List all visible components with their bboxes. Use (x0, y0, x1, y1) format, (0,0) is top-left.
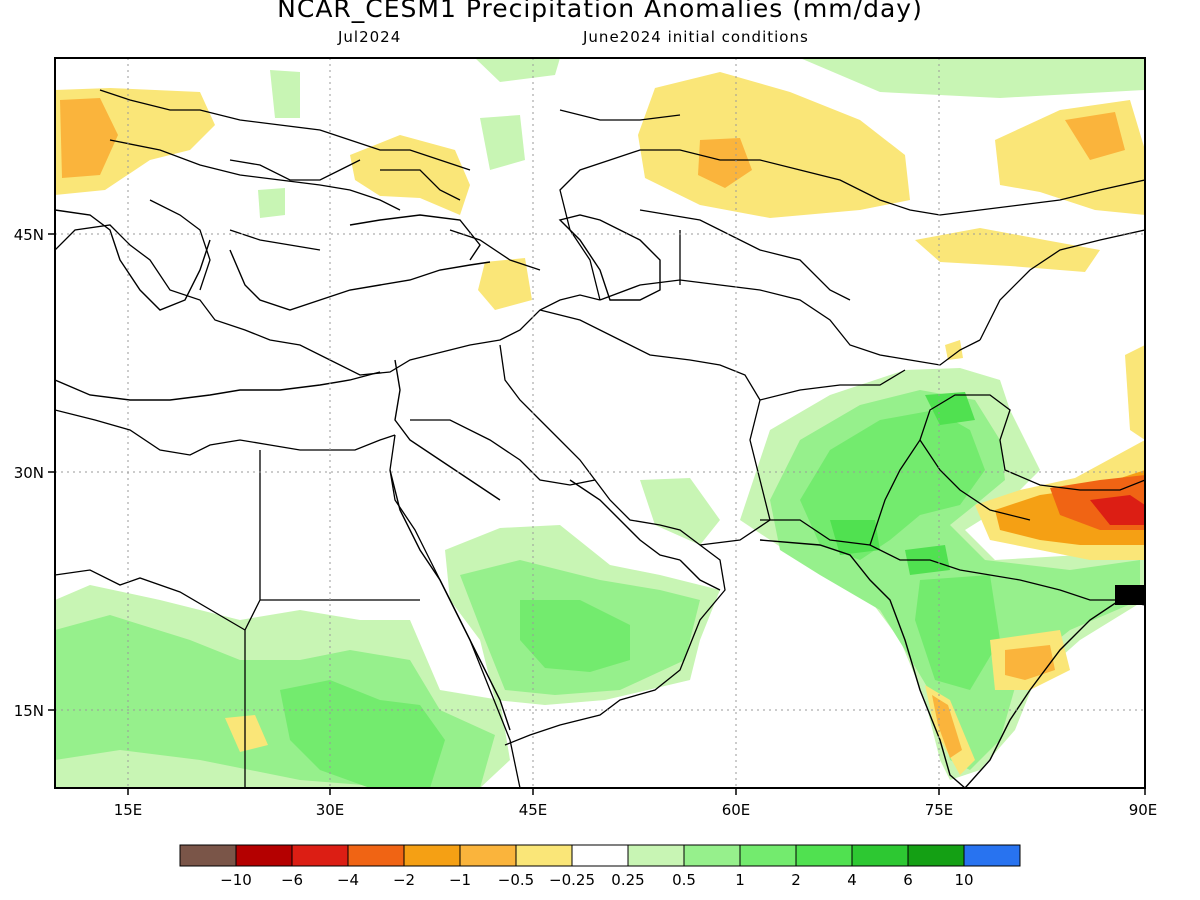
map-frame (54, 57, 1146, 789)
anomaly-wet-gujarat (830, 520, 880, 555)
color-bar-label: −1 (449, 871, 471, 889)
anomaly-wet-hungary (270, 70, 300, 118)
anomaly-dry-north-china (915, 228, 1100, 272)
color-bar-swatch (571, 844, 629, 867)
lon-label-15e: 15E (114, 801, 143, 819)
anomaly-wet-oman (640, 478, 720, 545)
anomaly-dry-caucasus (478, 258, 532, 310)
anomaly-wet-arabia-core (520, 600, 630, 672)
lat-label-45n: 45N (14, 226, 44, 244)
lon-label-30e: 30E (316, 801, 345, 819)
color-bar-label: 1 (735, 871, 745, 889)
anomaly-dry-europe-core (60, 98, 118, 178)
anomaly-dry-burma (1125, 345, 1145, 440)
valid-month: Jul2024 (338, 28, 402, 46)
color-bar-label: 4 (847, 871, 857, 889)
tick-marks (48, 233, 1146, 795)
color-bar-label: −4 (337, 871, 359, 889)
lon-label-75e: 75E (925, 801, 954, 819)
color-bar-label: 6 (903, 871, 913, 889)
anomaly-dry-kazakhstan-core (698, 138, 752, 188)
color-bar-swatch (851, 844, 909, 867)
color-bar-label: 2 (791, 871, 801, 889)
color-bar-swatch (907, 844, 965, 867)
color-bar-label: −6 (281, 871, 303, 889)
color-bar-label: −0.5 (498, 871, 534, 889)
color-bar-swatch (739, 844, 797, 867)
color-bar (179, 844, 1021, 867)
lon-label-45e: 45E (519, 801, 548, 819)
color-bar-labels: −10 −6 −4 −2 −1 −0.5 −0.25 0.25 0.5 1 2 4 6 10 (220, 871, 973, 889)
init-conditions-label: June2024 initial conditions (583, 28, 809, 46)
color-bar-label: 10 (954, 871, 973, 889)
color-bar-swatch (235, 844, 293, 867)
color-bar-swatch (459, 844, 517, 867)
anomaly-wet-sahel-core (280, 680, 445, 788)
anomaly-wet-caspian-north (480, 115, 525, 170)
coastlines (55, 209, 1145, 788)
lat-label-15n: 15N (14, 702, 44, 720)
color-bar-swatch (403, 844, 461, 867)
anomaly-wet-kashmir (925, 392, 975, 425)
anomaly-wet-central-india (915, 575, 1000, 690)
lon-label-90e: 90E (1129, 801, 1158, 819)
graticule (55, 58, 1145, 788)
color-bar-swatch (347, 844, 405, 867)
color-bar-swatch (627, 844, 685, 867)
color-bar-swatch (963, 844, 1021, 867)
color-bar-label: −10 (220, 871, 252, 889)
color-bar-label: −2 (393, 871, 415, 889)
anomaly-dry-ukraine (350, 135, 470, 215)
anomaly-wet-siberia (800, 58, 1145, 98)
anomaly-wet-balkans (258, 188, 285, 218)
color-bar-swatch (291, 844, 349, 867)
anomaly-dry-nepal-peak (1090, 495, 1145, 525)
anomaly-dry-himalaya-west (945, 340, 963, 360)
color-bar-label: 0.25 (611, 871, 644, 889)
color-bar-swatch (179, 844, 237, 867)
anomaly-dry-west-ghats-core (932, 695, 962, 758)
color-bar-label: 0.5 (672, 871, 696, 889)
latitude-labels: 45N 30N 15N (14, 226, 44, 720)
color-bar-swatch (795, 844, 853, 867)
anomaly-dry-mongolia-core (1065, 112, 1125, 160)
anomaly-wet-russia (475, 58, 560, 82)
lat-label-30n: 30N (14, 464, 44, 482)
map-title: NCAR_CESM1 Precipitation Anomalies (mm/d… (277, 0, 923, 23)
sundarbans-mark (1115, 585, 1145, 605)
color-bar-swatch (515, 844, 573, 867)
longitude-labels: 15E 30E 45E 60E 75E 90E (114, 801, 1158, 819)
lon-label-60e: 60E (722, 801, 751, 819)
color-bar-swatch (683, 844, 741, 867)
anomaly-dry-bay-bengal-core (1005, 645, 1055, 680)
color-bar-label: −0.25 (549, 871, 595, 889)
anomaly-dry-darfur (225, 715, 268, 752)
anomaly-field (55, 58, 1145, 788)
